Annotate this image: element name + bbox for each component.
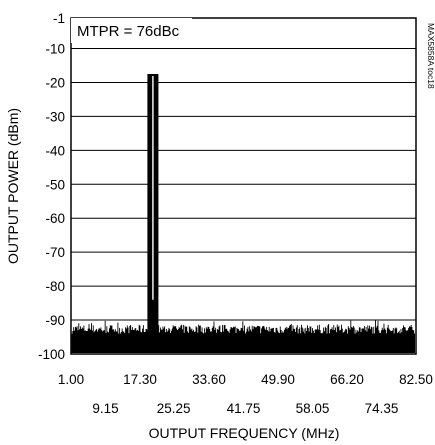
y-tick-label: -70	[45, 245, 65, 260]
y-tick-label: -30	[45, 109, 65, 124]
x-tick-label: 9.15	[92, 401, 118, 416]
y-axis-title: OUTPUT POWER (dBm)	[5, 108, 21, 264]
y-tick-labels: -1 -10 -20 -30 -40 -50 -60 -70 -80 -90 -100	[38, 11, 65, 362]
y-tick-label: -80	[45, 279, 65, 294]
y-tick-label: -20	[45, 75, 65, 90]
x-tick-label: 1.00	[58, 372, 84, 387]
x-tick-label: 74.35	[365, 401, 399, 416]
x-tick-label: 66.20	[330, 372, 364, 387]
plot-area	[71, 18, 416, 354]
x-tick-label: 33.60	[192, 372, 226, 387]
y-tick-label: -40	[45, 143, 65, 158]
y-tick-label: -100	[38, 347, 65, 362]
x-axis-title: OUTPUT FREQUENCY (MHz)	[149, 425, 340, 441]
x-tick-label: 49.90	[261, 372, 295, 387]
mtpr-annotation: MTPR = 76dBc	[77, 23, 180, 40]
x-tick-label: 17.30	[123, 372, 157, 387]
x-tick-label: 82.50	[399, 372, 433, 387]
figure-code: MAX5858A toc18	[426, 23, 435, 89]
y-tick-label: -50	[45, 177, 65, 192]
carrier-tones	[147, 74, 159, 353]
y-tick-label: -10	[45, 42, 65, 57]
x-tick-label: 58.05	[296, 401, 330, 416]
annotation-box	[71, 18, 192, 43]
x-tick-label: 41.75	[227, 401, 261, 416]
x-tick-label: 25.25	[157, 401, 191, 416]
x-tick-labels: 1.00 9.15 17.3025.2533.6041.7549.9058.0566…	[58, 372, 433, 416]
y-tick-label: -60	[45, 211, 65, 226]
y-tick-label: -90	[45, 313, 65, 328]
y-tick-label: -1	[53, 11, 65, 26]
plot-frame	[70, 17, 417, 355]
